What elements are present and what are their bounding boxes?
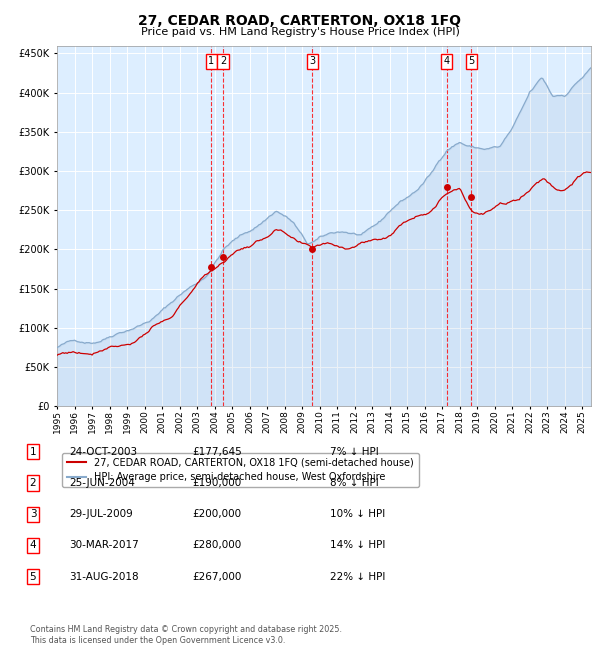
Text: 25-JUN-2004: 25-JUN-2004	[69, 478, 135, 488]
Text: 22% ↓ HPI: 22% ↓ HPI	[330, 571, 385, 582]
Text: 7% ↓ HPI: 7% ↓ HPI	[330, 447, 379, 457]
Text: 2: 2	[29, 478, 37, 488]
Text: 2: 2	[220, 56, 226, 66]
Text: Price paid vs. HM Land Registry's House Price Index (HPI): Price paid vs. HM Land Registry's House …	[140, 27, 460, 37]
Text: 3: 3	[29, 509, 37, 519]
Text: 5: 5	[29, 571, 37, 582]
Text: 10% ↓ HPI: 10% ↓ HPI	[330, 509, 385, 519]
Text: 31-AUG-2018: 31-AUG-2018	[69, 571, 139, 582]
Text: 5: 5	[468, 56, 475, 66]
Text: 1: 1	[29, 447, 37, 457]
Text: 14% ↓ HPI: 14% ↓ HPI	[330, 540, 385, 551]
Text: £280,000: £280,000	[192, 540, 241, 551]
Text: £190,000: £190,000	[192, 478, 241, 488]
Text: 4: 4	[443, 56, 449, 66]
Text: 8% ↓ HPI: 8% ↓ HPI	[330, 478, 379, 488]
Legend: 27, CEDAR ROAD, CARTERTON, OX18 1FQ (semi-detached house), HPI: Average price, s: 27, CEDAR ROAD, CARTERTON, OX18 1FQ (sem…	[62, 452, 419, 488]
Text: 29-JUL-2009: 29-JUL-2009	[69, 509, 133, 519]
Text: Contains HM Land Registry data © Crown copyright and database right 2025.
This d: Contains HM Land Registry data © Crown c…	[30, 625, 342, 645]
Text: 24-OCT-2003: 24-OCT-2003	[69, 447, 137, 457]
Text: 4: 4	[29, 540, 37, 551]
Text: 30-MAR-2017: 30-MAR-2017	[69, 540, 139, 551]
Text: £177,645: £177,645	[192, 447, 242, 457]
Text: 1: 1	[208, 56, 214, 66]
Text: £267,000: £267,000	[192, 571, 241, 582]
Text: 27, CEDAR ROAD, CARTERTON, OX18 1FQ: 27, CEDAR ROAD, CARTERTON, OX18 1FQ	[139, 14, 461, 29]
Text: £200,000: £200,000	[192, 509, 241, 519]
Text: 3: 3	[309, 56, 315, 66]
